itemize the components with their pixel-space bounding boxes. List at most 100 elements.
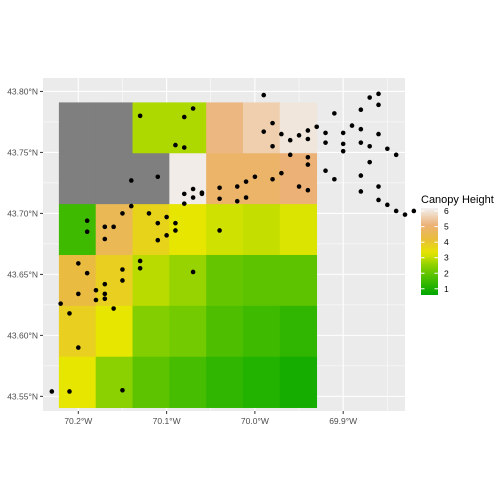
observation-point: [120, 387, 125, 393]
canopy-height-raster: [58, 102, 318, 408]
observation-point: [402, 212, 408, 217]
observation-point: [93, 287, 99, 293]
raster-cell: [279, 153, 318, 205]
observation-point: [84, 270, 90, 276]
observation-point: [102, 224, 108, 230]
observation-point: [199, 191, 205, 197]
plot-panel: [43, 78, 417, 411]
observation-point: [190, 106, 196, 111]
observation-point: [190, 186, 196, 192]
observation-point: [181, 145, 187, 150]
x-tick-label: 70.1°W: [153, 416, 181, 426]
observation-point: [155, 220, 161, 226]
raster-cell: [95, 356, 133, 408]
raster-cell-no-data: [58, 153, 97, 205]
observation-point: [305, 128, 311, 133]
raster-cell: [279, 356, 318, 408]
observation-point: [102, 236, 108, 242]
observation-point: [67, 389, 72, 394]
observation-point: [296, 184, 302, 189]
raster-cell: [169, 254, 207, 307]
observation-point: [323, 168, 328, 174]
legend-colorbar: [421, 208, 438, 295]
raster-cell: [206, 204, 244, 256]
observation-point: [67, 311, 72, 316]
raster-cell: [58, 204, 97, 256]
observation-point: [358, 173, 364, 178]
observation-point: [332, 176, 337, 182]
observation-point: [305, 162, 311, 167]
y-tick-label: 43.60°N: [7, 330, 38, 340]
observation-point: [243, 195, 249, 200]
y-tick-label: 43.55°N: [7, 391, 38, 401]
observation-point: [93, 297, 99, 303]
observation-point: [385, 202, 390, 208]
y-tick-label: 43.80°N: [7, 86, 38, 96]
observation-point: [102, 291, 108, 297]
observation-point: [349, 123, 355, 128]
observation-point: [305, 187, 311, 193]
y-tick-label: 43.70°N: [7, 208, 38, 218]
observation-point: [58, 301, 63, 306]
observation-point: [164, 214, 169, 220]
observation-point: [367, 144, 372, 149]
observation-point: [128, 203, 134, 209]
legend-ticks: 1 2 3 4 5 6: [421, 206, 449, 294]
observation-point: [358, 140, 364, 145]
raster-cell: [242, 305, 281, 358]
raster-cell: [132, 102, 170, 154]
observation-point: [358, 189, 364, 194]
raster-cell: [206, 254, 244, 307]
observation-point: [393, 208, 399, 214]
observation-point: [84, 229, 90, 234]
observation-point: [411, 208, 417, 214]
observation-point: [340, 141, 346, 147]
observation-point: [367, 159, 372, 165]
x-tick-label: 70.0°W: [241, 416, 269, 426]
observation-point: [279, 170, 284, 176]
observation-point: [270, 120, 275, 126]
observation-point: [173, 228, 178, 233]
raster-cell: [242, 204, 281, 256]
observation-point: [102, 296, 108, 302]
y-tick-label: 43.75°N: [7, 147, 38, 157]
y-axis: 43.55°N 43.60°N 43.65°N 43.70°N 43.75°N 43.80…: [7, 86, 43, 401]
legend-tick-label: 2: [444, 268, 449, 278]
legend-tick-label: 5: [444, 222, 449, 232]
raster-cell: [169, 305, 207, 358]
observation-point: [376, 131, 381, 137]
raster-cell: [206, 153, 244, 205]
observation-point: [111, 306, 116, 311]
observation-point: [146, 211, 152, 216]
observation-point: [120, 211, 125, 216]
observation-point: [270, 176, 275, 182]
observation-point: [305, 154, 311, 160]
raster-cell-no-data: [95, 102, 133, 154]
raster-cell: [279, 204, 318, 256]
x-tick-label: 69.9°W: [329, 416, 357, 426]
raster-cell-no-data: [95, 153, 133, 205]
raster-cell: [132, 305, 170, 358]
raster-cell: [95, 305, 133, 358]
raster-cell: [242, 356, 281, 408]
observation-point: [261, 129, 267, 134]
raster-cell: [206, 305, 244, 358]
observation-point: [243, 179, 249, 184]
observation-point: [358, 126, 364, 132]
observation-point: [84, 218, 90, 224]
observation-points: [49, 91, 417, 394]
observation-point: [217, 185, 222, 191]
observation-point: [234, 184, 240, 189]
raster-cell: [169, 153, 207, 205]
observation-point: [323, 130, 328, 136]
observation-point: [270, 144, 275, 149]
observation-point: [287, 152, 293, 158]
observation-point: [181, 114, 187, 120]
raster-cell: [169, 356, 207, 408]
raster-cell: [279, 254, 318, 307]
observation-point: [155, 237, 161, 243]
raster-cell: [279, 305, 318, 358]
observation-point: [111, 224, 116, 230]
raster-cell: [242, 254, 281, 307]
observation-point: [314, 124, 320, 130]
